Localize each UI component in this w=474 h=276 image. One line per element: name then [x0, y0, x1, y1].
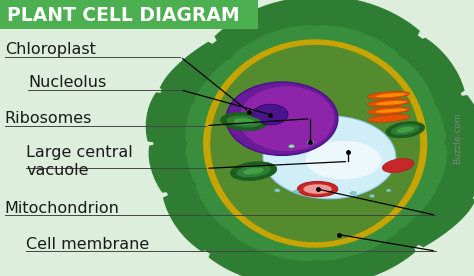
Text: PLANT CELL DIAGRAM: PLANT CELL DIAGRAM	[7, 6, 240, 25]
Ellipse shape	[306, 141, 382, 179]
Ellipse shape	[391, 124, 420, 135]
Text: Mitochondrion: Mitochondrion	[5, 201, 119, 216]
Ellipse shape	[289, 145, 294, 148]
Ellipse shape	[376, 109, 406, 113]
Ellipse shape	[293, 190, 299, 193]
Ellipse shape	[263, 116, 396, 199]
Ellipse shape	[274, 189, 280, 192]
Ellipse shape	[386, 121, 425, 138]
Polygon shape	[204, 40, 427, 247]
Ellipse shape	[252, 104, 288, 125]
Polygon shape	[211, 46, 419, 241]
Ellipse shape	[370, 194, 375, 198]
Text: Buzzle.com: Buzzle.com	[453, 112, 462, 164]
Ellipse shape	[220, 112, 268, 131]
Text: Cell membrane: Cell membrane	[26, 237, 149, 252]
Polygon shape	[146, 0, 474, 276]
Ellipse shape	[397, 127, 414, 133]
Ellipse shape	[367, 115, 410, 122]
Ellipse shape	[227, 115, 262, 128]
Ellipse shape	[226, 82, 337, 155]
FancyBboxPatch shape	[0, 0, 258, 29]
Ellipse shape	[386, 189, 391, 192]
Ellipse shape	[350, 192, 356, 195]
Ellipse shape	[236, 165, 271, 177]
Ellipse shape	[367, 99, 410, 107]
Ellipse shape	[376, 101, 406, 105]
Ellipse shape	[376, 93, 406, 97]
Ellipse shape	[367, 107, 410, 115]
Polygon shape	[186, 26, 447, 261]
Ellipse shape	[239, 86, 334, 151]
Ellipse shape	[243, 168, 264, 174]
Ellipse shape	[307, 140, 314, 144]
Ellipse shape	[298, 182, 337, 197]
Text: Nucleolus: Nucleolus	[28, 75, 107, 90]
Ellipse shape	[230, 162, 277, 181]
Text: Large central
vacuole: Large central vacuole	[26, 145, 133, 178]
Text: Chloroplast: Chloroplast	[5, 42, 96, 57]
Ellipse shape	[367, 91, 410, 99]
Ellipse shape	[383, 159, 414, 172]
Ellipse shape	[234, 118, 255, 125]
Text: Ribosomes: Ribosomes	[5, 111, 92, 126]
Ellipse shape	[303, 184, 332, 194]
